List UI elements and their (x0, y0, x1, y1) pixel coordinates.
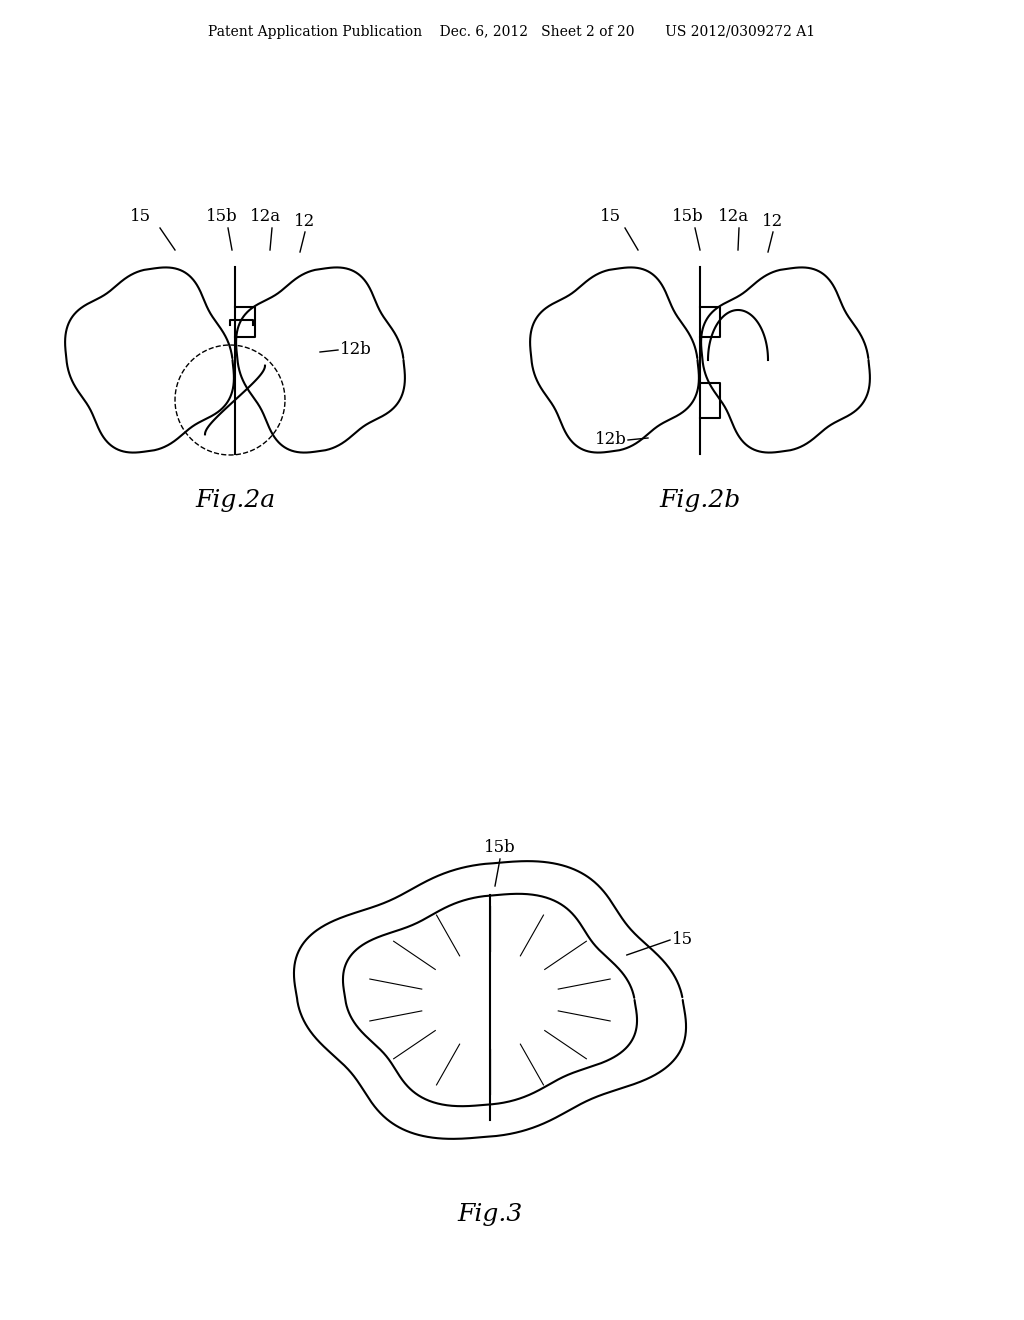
Text: 15b: 15b (484, 840, 516, 855)
Text: Fig.2a: Fig.2a (195, 488, 275, 511)
Text: 12a: 12a (718, 209, 749, 224)
Text: 12: 12 (294, 213, 315, 230)
Text: 15: 15 (672, 932, 693, 949)
Text: 12b: 12b (595, 432, 627, 449)
Text: Fig.2b: Fig.2b (659, 488, 740, 511)
Text: 15b: 15b (672, 209, 703, 224)
Text: 15: 15 (129, 209, 151, 224)
Text: 12: 12 (763, 213, 783, 230)
Text: 12b: 12b (340, 342, 372, 359)
Text: Fig.3: Fig.3 (458, 1204, 522, 1226)
Text: Patent Application Publication    Dec. 6, 2012   Sheet 2 of 20       US 2012/030: Patent Application Publication Dec. 6, 2… (209, 25, 815, 40)
Text: 15b: 15b (206, 209, 238, 224)
Text: 12a: 12a (251, 209, 282, 224)
Text: 15: 15 (599, 209, 621, 224)
